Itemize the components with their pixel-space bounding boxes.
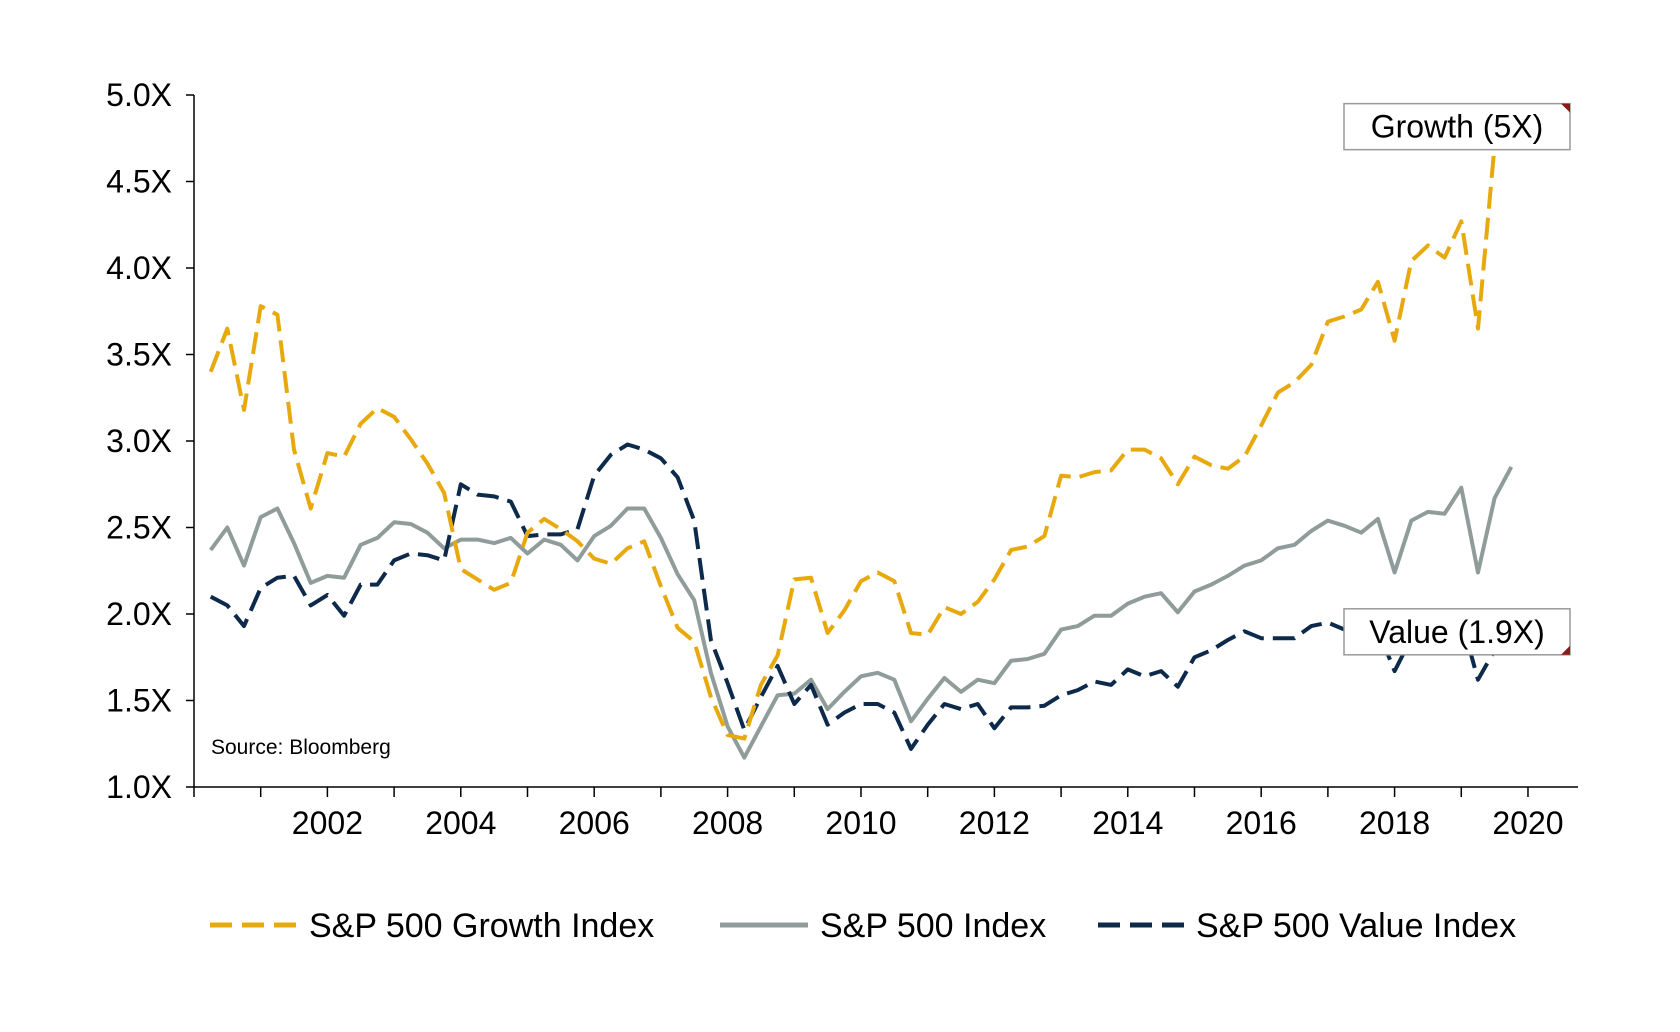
x-axis-ticks: 2002 2004 2006 2008 2010 2012 2014 2016 2018 2020 xyxy=(193,787,1564,841)
legend-item-value: S&P 500 Value Index xyxy=(1098,907,1516,945)
callout-value-marker xyxy=(1561,645,1570,655)
x-tick-label: 2020 xyxy=(1492,805,1563,841)
callout-value-box xyxy=(1343,608,1571,656)
y-tick-label: 1.0X xyxy=(106,769,172,805)
y-tick-label: 5.0X xyxy=(106,77,172,113)
callout-growth-box xyxy=(1343,102,1571,151)
source-note: Source: Bloomberg xyxy=(211,736,391,759)
x-tick-label: 2008 xyxy=(692,805,763,841)
y-tick-label: 1.5X xyxy=(106,683,172,719)
x-tick-label: 2014 xyxy=(1092,805,1163,841)
x-tick-label: 2012 xyxy=(959,805,1030,841)
legend-label-growth: S&P 500 Growth Index xyxy=(309,907,654,945)
x-tick-label: 2016 xyxy=(1226,805,1297,841)
legend-label-index: S&P 500 Index xyxy=(820,907,1046,945)
callout-value-text: Value (1.9X) xyxy=(1369,614,1545,650)
x-tick-label: 2002 xyxy=(292,805,363,841)
x-tick-label: 2010 xyxy=(825,805,896,841)
y-tick-label: 3.5X xyxy=(106,337,172,373)
series-line-s-p-500-growth-index xyxy=(208,145,1497,741)
y-tick-label: 2.5X xyxy=(106,510,172,546)
legend-item-growth: S&P 500 Growth Index xyxy=(210,907,654,945)
legend-label-value: S&P 500 Value Index xyxy=(1196,907,1516,945)
callout-growth: Growth (5X) xyxy=(1343,102,1571,151)
x-tick-label: 2004 xyxy=(425,805,496,841)
x-tick-label: 2006 xyxy=(559,805,630,841)
series-layer xyxy=(208,145,1514,760)
callout-growth-marker xyxy=(1561,103,1570,113)
y-axis-ticks: 1.0X 1.5X 2.0X 2.5X 3.0X 3.5X 4.0X 4.5X 5.0X xyxy=(106,77,194,805)
legend-item-index: S&P 500 Index xyxy=(720,907,1046,945)
series-line-s-p-500-index xyxy=(209,465,1514,760)
x-tick-label: 2018 xyxy=(1359,805,1430,841)
y-tick-label: 2.0X xyxy=(106,596,172,632)
legend: S&P 500 Growth Index S&P 500 Index S&P 5… xyxy=(210,907,1516,945)
callout-growth-text: Growth (5X) xyxy=(1371,109,1543,145)
y-tick-label: 3.0X xyxy=(106,423,172,459)
plot-area: 1.0X 1.5X 2.0X 2.5X 3.0X 3.5X 4.0X 4.5X 5.0X 200… xyxy=(106,77,1578,841)
series-line-s-p-500-value-index xyxy=(209,442,1513,751)
callouts: Growth (5X) Value (1.9X) xyxy=(1343,102,1571,656)
callout-value: Value (1.9X) xyxy=(1343,608,1571,656)
y-tick-label: 4.0X xyxy=(106,250,172,286)
y-tick-label: 4.5X xyxy=(106,164,172,200)
